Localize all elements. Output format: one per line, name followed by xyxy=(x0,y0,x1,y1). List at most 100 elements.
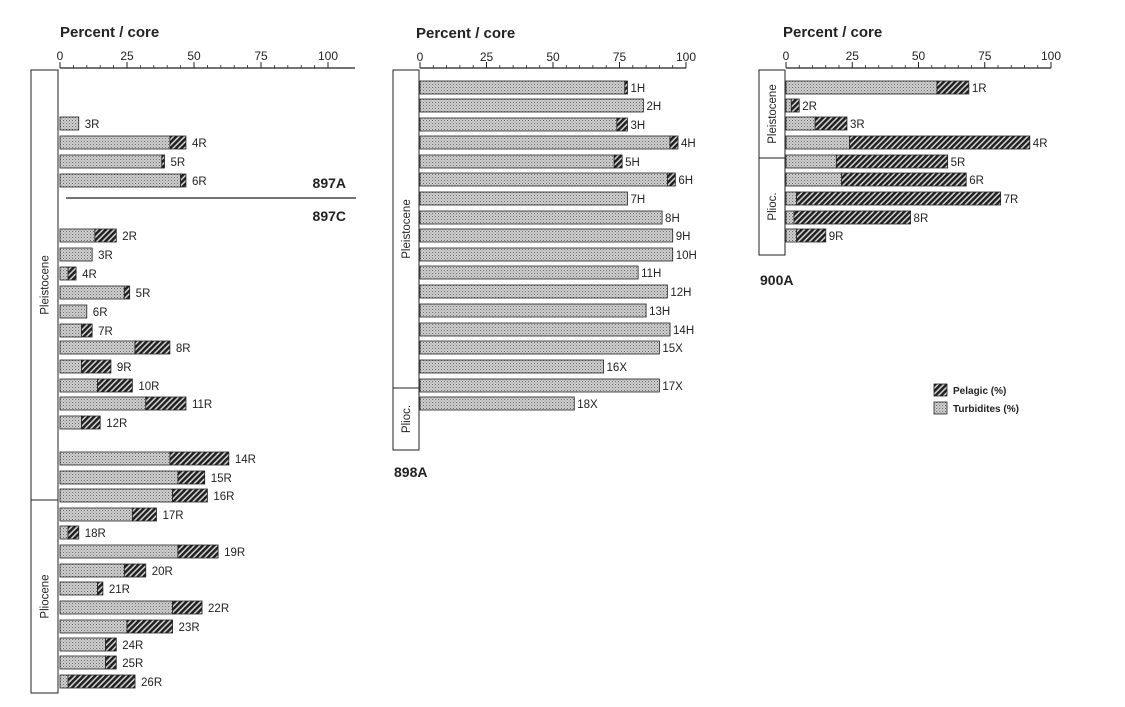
bar-label: 3R xyxy=(98,250,113,262)
bar-label: 5R xyxy=(136,288,151,300)
bar-pelagic xyxy=(97,378,133,393)
bar-turbidites xyxy=(785,154,837,169)
x-tick-label-0: 0 xyxy=(57,49,64,63)
bar-label: 8H xyxy=(665,213,680,225)
bar-label: 1H xyxy=(630,83,645,95)
bar-label: 4R xyxy=(192,138,207,150)
bar-turbidites xyxy=(59,135,171,150)
site-label: 897A xyxy=(313,175,346,191)
x-tick-label-2: 25 xyxy=(846,49,860,63)
bar-turbidites xyxy=(59,154,163,169)
bar-turbidites xyxy=(419,98,644,113)
x-tick-label-1: 25 xyxy=(480,50,494,64)
bar-label: 26R xyxy=(141,677,162,689)
bar-label: 12H xyxy=(670,287,691,299)
bar-pelagic xyxy=(177,470,206,485)
x-tick-label-1: 100 xyxy=(676,50,696,64)
bar-pelagic xyxy=(790,98,800,113)
bar-turbidites xyxy=(419,117,618,132)
bar-label: 2H xyxy=(646,101,661,113)
bar-turbidites xyxy=(785,116,816,131)
bar-label: 10R xyxy=(138,381,159,393)
epoch-label-1-0: Pleistocene xyxy=(401,199,413,258)
bar-pelagic xyxy=(105,637,117,652)
site-label: 897C xyxy=(313,208,346,224)
bar-pelagic xyxy=(105,655,117,670)
bar-turbidites xyxy=(59,415,82,430)
bar-label: 3H xyxy=(630,120,645,132)
bar-turbidites xyxy=(59,563,125,578)
bar-turbidites xyxy=(59,323,82,338)
bar-pelagic xyxy=(81,359,112,374)
bar-label: 4R xyxy=(82,269,97,281)
bar-label: 4H xyxy=(681,138,696,150)
bar-pelagic xyxy=(814,116,848,131)
epoch-label-0-1: Pliocene xyxy=(40,574,52,618)
bar-turbidites xyxy=(59,285,125,300)
bar-turbidites xyxy=(59,247,93,262)
bar-label: 4R xyxy=(1033,138,1048,150)
bar-label: 7R xyxy=(98,326,113,338)
bar-label: 9R xyxy=(117,362,132,374)
bar-turbidites xyxy=(419,303,647,318)
bar-label: 12R xyxy=(106,418,127,430)
epoch-label-1-1: Plioc. xyxy=(401,405,413,433)
bar-pelagic xyxy=(123,285,131,300)
bar-label: 2R xyxy=(122,231,137,243)
bar-pelagic xyxy=(841,172,967,187)
bar-turbidites xyxy=(785,172,843,187)
bar-label: 17X xyxy=(662,381,683,393)
epoch-label-2-0: Pleistocene xyxy=(767,84,779,143)
bar-turbidites xyxy=(419,210,663,225)
bar-label: 11H xyxy=(641,268,661,280)
bar-label: 6R xyxy=(93,307,108,319)
bar-label: 6R xyxy=(969,175,984,187)
x-tick-label-0: 50 xyxy=(187,49,201,63)
bar-label: 25R xyxy=(122,658,143,670)
bar-turbidites xyxy=(785,98,792,113)
bar-turbidites xyxy=(419,322,671,337)
bar-turbidites xyxy=(59,396,147,411)
chart-title-1: Percent / core xyxy=(416,25,515,42)
bar-pelagic xyxy=(796,191,1002,206)
bar-pelagic xyxy=(145,396,187,411)
bar-pelagic xyxy=(169,451,230,466)
bar-pelagic xyxy=(172,600,203,615)
bar-turbidites xyxy=(419,247,674,262)
x-tick-label-0: 25 xyxy=(120,49,134,63)
bar-label: 14R xyxy=(235,454,256,466)
bar-turbidites xyxy=(59,507,133,522)
bar-turbidites xyxy=(419,265,639,280)
epoch-label-0-0: Pleistocene xyxy=(40,255,52,314)
bar-turbidites xyxy=(419,135,671,150)
bar-turbidites xyxy=(419,191,628,206)
bar-turbidites xyxy=(419,80,626,95)
bar-label: 14H xyxy=(673,325,694,337)
x-tick-label-2: 100 xyxy=(1041,49,1061,63)
bar-label: 5R xyxy=(951,157,966,169)
bar-label: 23R xyxy=(179,622,200,634)
bar-pelagic xyxy=(126,619,173,634)
epoch-box-1-1 xyxy=(392,387,420,451)
bar-label: 16X xyxy=(607,362,628,374)
bar-label: 10H xyxy=(676,250,697,262)
bar-label: 7H xyxy=(630,194,645,206)
legend-swatch-turb xyxy=(933,401,948,415)
x-tick-label-2: 75 xyxy=(978,49,992,63)
bar-label: 16R xyxy=(213,491,234,503)
chart-title-0: Percent / core xyxy=(60,24,159,41)
site-label: 898A xyxy=(394,464,427,480)
bar-turbidites xyxy=(419,396,575,411)
bar-pelagic xyxy=(669,135,679,150)
bar-pelagic xyxy=(94,228,117,243)
bar-pelagic xyxy=(793,210,911,225)
x-tick-label-2: 0 xyxy=(783,49,790,63)
bar-pelagic xyxy=(796,228,827,243)
bar-pelagic xyxy=(81,415,101,430)
bar-turbidites xyxy=(59,581,98,596)
x-tick-label-2: 50 xyxy=(912,49,926,63)
bar-label: 11R xyxy=(192,399,212,411)
bar-pelagic xyxy=(131,507,157,522)
x-tick-label-1: 75 xyxy=(613,50,627,64)
